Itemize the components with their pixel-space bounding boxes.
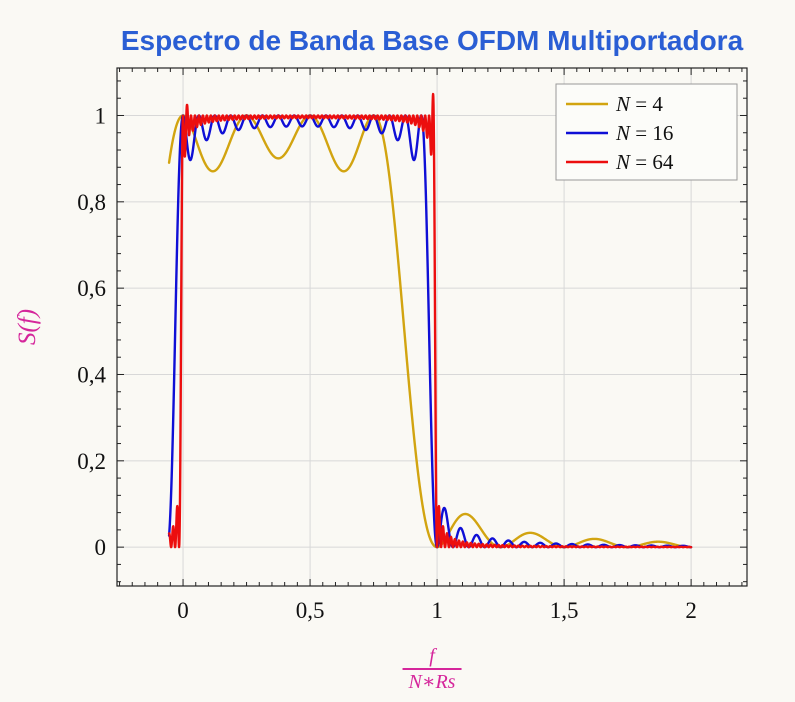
plot-frame [116,67,748,587]
y-tick-label: 0,6 [77,276,106,301]
x-axis-label-denominator: N∗Rs [408,671,456,693]
y-tick-label: 0 [95,535,107,560]
x-tick-label: 0,5 [296,598,325,623]
y-tick-label: 1 [95,103,107,128]
x-axis-label: f N∗Rs [402,645,462,693]
legend-layer: N = 4 N = 16 N = 64 [555,83,738,181]
axis-layer: 0 0,5 1 1,5 2 0 0,2 0,4 0,6 0,8 1 [77,67,748,623]
x-axis-label-numerator: f [429,645,435,667]
y-tick-label: 0,4 [77,362,106,387]
x-tick-label: 1 [431,598,443,623]
legend-label: N = 4 [615,92,663,116]
x-tick-label: 0 [177,598,189,623]
series-line-n-16 [167,114,693,549]
x-tick-label: 2 [685,598,697,623]
series-line-n-64 [167,92,693,549]
legend-label: N = 64 [615,150,674,174]
series-layer [167,92,693,549]
fraction-bar [402,668,462,670]
y-tick-label: 0,2 [77,449,106,474]
x-tick-label: 1,5 [550,598,579,623]
y-tick-label: 0,8 [77,190,106,215]
legend-label: N = 16 [615,121,673,145]
chart-title: Espectro de Banda Base OFDM Multiportado… [120,24,744,56]
